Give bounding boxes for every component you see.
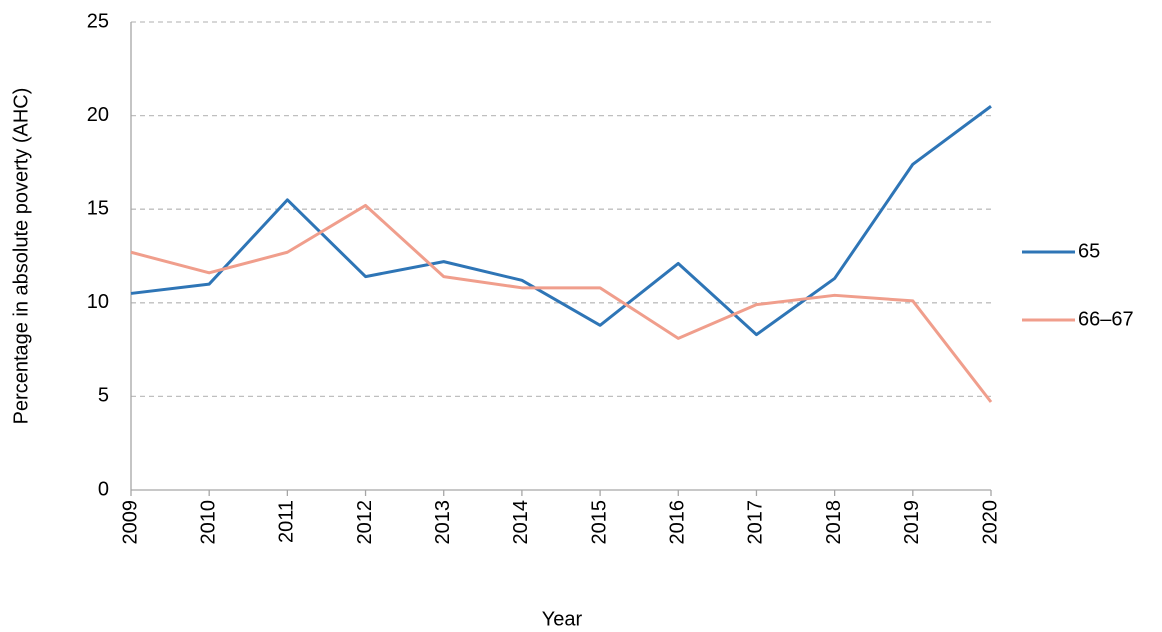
x-tick-label: 2017 [745, 500, 767, 545]
x-tick-label: 2009 [119, 500, 141, 545]
x-tick-label: 2010 [197, 500, 219, 545]
y-axis-title: Percentage in absolute poverty (AHC) [10, 88, 32, 425]
x-axis-title: Year [542, 608, 583, 630]
x-tick-label: 2014 [510, 500, 532, 545]
y-tick-label: 25 [87, 10, 109, 32]
x-tick-label: 2019 [901, 500, 923, 545]
y-tick-label: 0 [98, 478, 109, 500]
x-tick-label: 2012 [354, 500, 376, 545]
y-tick-label: 10 [87, 291, 109, 313]
y-tick-label: 5 [98, 385, 109, 407]
y-tick-label: 15 [87, 197, 109, 219]
legend-label: 65 [1078, 240, 1100, 262]
line-series [130, 105, 992, 337]
x-tick-label: 2018 [823, 500, 845, 545]
x-tick-label: 2020 [979, 500, 1001, 545]
line-series [130, 203, 993, 403]
legend-label: 66–67 [1078, 308, 1134, 330]
x-tick-label: 2013 [432, 500, 454, 545]
x-tick-label: 2016 [667, 500, 689, 545]
x-tick-label: 2015 [588, 500, 610, 545]
y-tick-label: 20 [87, 104, 109, 126]
x-tick-label: 2011 [276, 500, 298, 543]
